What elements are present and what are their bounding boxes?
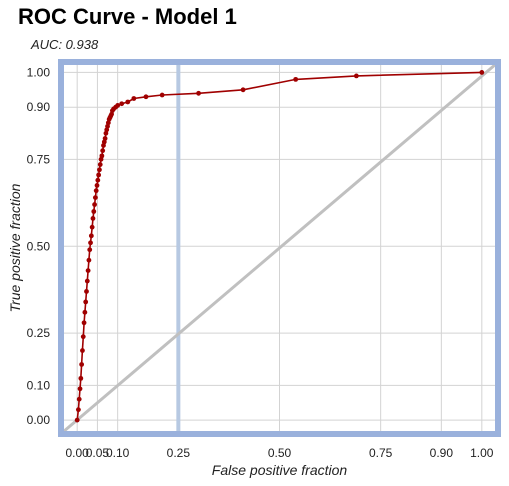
roc-points [74,70,485,423]
x-tick-label: 0.90 [430,446,454,460]
roc-point [131,96,137,101]
roc-point [81,320,87,326]
roc-point [76,396,82,402]
roc-point [90,216,96,221]
roc-point [84,278,90,284]
roc-point [143,94,149,100]
grid [61,62,498,434]
x-tick-label: 0.75 [369,446,393,460]
roc-point [293,76,299,82]
roc-point [82,309,88,315]
x-tick-label: 0.25 [167,446,191,460]
roc-point [96,172,102,178]
roc-point [100,148,106,154]
roc-point [84,289,89,294]
roc-point [88,240,93,246]
roc-point [75,407,81,413]
y-tick-label: 0.90 [27,100,51,114]
roc-point [97,167,102,173]
roc-point [80,334,86,340]
roc-point [89,224,95,230]
x-tick-label: 0.05 [86,446,110,460]
roc-point [102,136,108,141]
roc-point [94,183,100,188]
roc-point [196,90,201,96]
roc-point [92,202,97,207]
roc-point [159,92,165,98]
roc-point [125,99,131,105]
roc-point [86,257,92,263]
y-tick-labels: 0.00 0.10 0.25 0.50 0.75 0.90 1.00 [27,65,51,427]
roc-point [99,153,105,159]
x-tick-label: 1.00 [470,446,494,460]
roc-point [85,268,91,273]
x-tick-labels: 0.000.050.10 0.25 0.50 0.75 0.90 1.00 [66,446,494,460]
plot-frame [58,59,501,437]
roc-point [93,188,99,194]
roc-point [77,386,83,392]
roc-point [240,87,246,93]
y-axis-label: True positive fraction [7,183,23,312]
chart-title: ROC Curve - Model 1 [18,4,237,29]
roc-point [119,101,125,107]
roc-point [353,73,359,79]
roc-point [87,247,93,253]
chart-subtitle: AUC: 0.938 [31,37,99,52]
x-tick-label: 0.50 [268,446,292,460]
x-axis-label: False positive fraction [212,462,348,478]
roc-point [92,195,98,200]
roc-point [80,348,85,353]
roc-point [115,103,121,108]
y-tick-label: 0.10 [27,378,51,392]
diagonal-reference-line [62,62,497,434]
roc-point [88,233,94,239]
y-tick-label: 0.25 [27,326,51,340]
roc-point [83,299,89,305]
y-tick-label: 0.75 [27,152,51,166]
roc-point [97,162,103,167]
roc-point [91,209,97,214]
roc-point [79,362,85,367]
roc-point [74,417,80,423]
x-tick-label: 0.00 [66,446,90,460]
y-tick-label: 1.00 [27,65,51,79]
roc-point [95,177,101,183]
x-tick-label: 0.10 [106,446,130,460]
roc-point [479,70,485,75]
y-tick-label: 0.50 [27,239,51,253]
y-tick-label: 0.00 [27,413,51,427]
roc-point [78,375,84,381]
